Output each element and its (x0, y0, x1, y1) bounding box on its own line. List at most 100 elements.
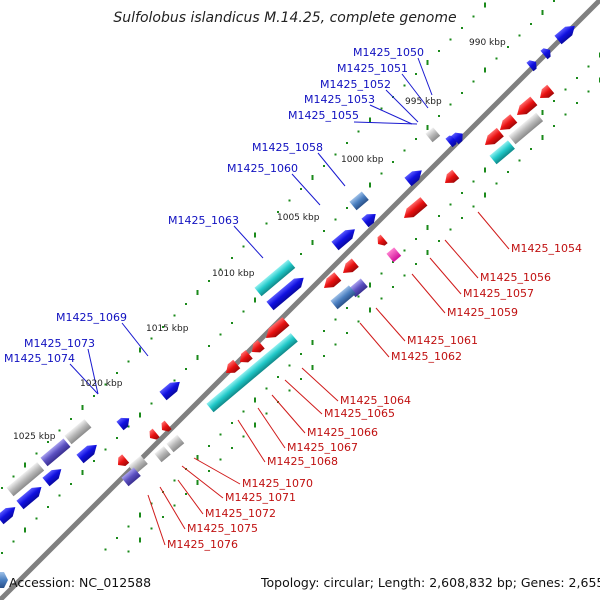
lower-gene-labels: M1425_1054 M1425_1056 M1425_1057 M1425_1… (167, 242, 582, 551)
gene-label-m1425-1051[interactable]: M1425_1051 (337, 62, 408, 75)
scale-dot (150, 402, 153, 405)
gene-m1425-1069[interactable] (159, 378, 183, 401)
scale-dot (564, 88, 567, 91)
scale-dot (162, 516, 164, 518)
gene-m1425-1059[interactable] (386, 247, 402, 263)
gene-label-m1425-1057[interactable]: M1425_1057 (463, 287, 534, 300)
gene-label-m1425-1050[interactable]: M1425_1050 (353, 46, 424, 59)
gene-label-m1425-1075[interactable]: M1425_1075 (187, 522, 258, 535)
gene-m1425-1068[interactable] (206, 333, 298, 413)
leader-line (369, 104, 413, 125)
gene-label-m1425-1054[interactable]: M1425_1054 (511, 242, 582, 255)
gene-m1425-1059a[interactable] (374, 234, 388, 249)
gene-label-m1425-1062[interactable]: M1425_1062 (391, 350, 462, 363)
gene-label-m1425-1071[interactable]: M1425_1071 (225, 491, 296, 504)
scale-dot (587, 90, 590, 93)
gene-m1425-1076[interactable] (121, 467, 141, 487)
gene-m1425-1074c[interactable] (6, 462, 45, 497)
gene-m1425-1054[interactable] (508, 112, 544, 145)
scale-dot (185, 303, 187, 305)
leader-line (284, 379, 323, 415)
gene-m1425-1054a[interactable] (536, 84, 555, 102)
gene-m1425-1074f[interactable] (0, 503, 19, 525)
gene-m1425-1071[interactable] (166, 434, 185, 453)
gene-m1425-1074[interactable] (76, 441, 100, 464)
scale-dot (277, 211, 279, 213)
scale-dot (323, 230, 325, 232)
gene-label-m1425-1052[interactable]: M1425_1052 (320, 78, 391, 91)
scale-dot (403, 84, 406, 87)
gene-m1425-1064[interactable] (262, 317, 290, 342)
gene-m1425-1060[interactable] (349, 191, 369, 211)
gene-label-m1425-1068[interactable]: M1425_1068 (267, 455, 338, 468)
gene-label-m1425-1059[interactable]: M1425_1059 (447, 306, 518, 319)
gene-m1425-1074b[interactable] (40, 438, 71, 467)
label-leaders (69, 57, 510, 546)
leader-line (429, 257, 462, 295)
gene-m1425-1050[interactable] (554, 22, 578, 45)
gene-m1425-1074d[interactable] (42, 465, 64, 487)
gene-m1425-1072[interactable] (154, 446, 171, 463)
gene-label-m1425-1061[interactable]: M1425_1061 (407, 334, 478, 347)
gene-label-m1425-1063[interactable]: M1425_1063 (168, 214, 239, 227)
gene-m1425-1055b[interactable] (451, 129, 466, 145)
gene-m1425-1056[interactable] (441, 169, 460, 187)
gene-m1425-1053[interactable] (425, 127, 441, 143)
gene-m1425-1075a[interactable] (114, 454, 130, 469)
scale-dot (277, 376, 279, 378)
gene-m1425-1063[interactable] (254, 259, 296, 297)
gene-label-m1425-1060[interactable]: M1425_1060 (227, 162, 298, 175)
gene-label-m1425-1066[interactable]: M1425_1066 (307, 426, 378, 439)
gene-label-m1425-1070[interactable]: M1425_1070 (242, 477, 313, 490)
scale-dot (415, 238, 417, 240)
scale-label-990: 990 kbp (469, 38, 506, 48)
gene-label-m1425-1064[interactable]: M1425_1064 (340, 394, 411, 407)
leader-line (233, 225, 264, 259)
scale-dot (70, 418, 72, 420)
gene-m1425-1073[interactable] (116, 414, 132, 431)
scale-dot (162, 326, 164, 328)
scale-dot (346, 332, 348, 334)
gene-label-m1425-1074[interactable]: M1425_1074 (4, 352, 75, 365)
gene-label-m1425-1055[interactable]: M1425_1055 (288, 109, 359, 122)
gene-m1425-1074a[interactable] (64, 419, 92, 445)
gene-m1425-1066[interactable] (236, 350, 253, 366)
scale-dot (576, 102, 578, 104)
gene-m1425-1070b[interactable] (158, 420, 172, 435)
gene-m1425-1054e[interactable] (489, 140, 515, 165)
gene-m1425-1051[interactable] (540, 46, 553, 60)
scale-dot (484, 2, 486, 8)
gene-label-m1425-1065[interactable]: M1425_1065 (324, 407, 395, 420)
gene-m1425-1070[interactable] (146, 428, 160, 443)
scale-dot (12, 475, 15, 478)
gene-label-m1425-1067[interactable]: M1425_1067 (287, 441, 358, 454)
gene-m1425-1054c[interactable] (496, 114, 518, 134)
gene-label-m1425-1076[interactable]: M1425_1076 (167, 538, 238, 551)
gene-m1425-1054d[interactable] (481, 127, 504, 149)
gene-m1425-1063a[interactable] (331, 225, 358, 251)
gene-label-m1425-1069[interactable]: M1425_1069 (56, 311, 127, 324)
gene-m1425-1054b[interactable] (513, 96, 538, 120)
gene-label-m1425-1056[interactable]: M1425_1056 (480, 271, 551, 284)
gene-m1425-1058[interactable] (404, 166, 425, 187)
gene-m1425-1061a[interactable] (339, 258, 359, 278)
gene-m1425-1061[interactable] (320, 272, 342, 292)
scale-dot (231, 257, 233, 259)
scale-dot (461, 192, 463, 194)
gene-m1425-1074e[interactable] (16, 483, 45, 510)
scale-dot (323, 355, 325, 357)
gene-label-m1425-1053[interactable]: M1425_1053 (304, 93, 375, 106)
gene-m1425-1057[interactable] (400, 197, 428, 222)
gene-label-m1425-1072[interactable]: M1425_1072 (205, 507, 276, 520)
gene-label-m1425-1058[interactable]: M1425_1058 (252, 141, 323, 154)
gene-m1425-1063b[interactable] (266, 274, 307, 311)
gene-label-m1425-1073[interactable]: M1425_1073 (24, 337, 95, 350)
gene-m1425-1060b[interactable] (361, 210, 379, 228)
scale-dot (553, 0, 555, 2)
gene-m1425-1067[interactable] (222, 359, 241, 377)
scale-dot (369, 117, 371, 123)
gene-m1425-1065[interactable] (248, 340, 265, 356)
leader-line (417, 57, 433, 96)
gene-m1425-1052[interactable] (526, 58, 539, 72)
gene-m1425-1062[interactable] (330, 285, 356, 310)
